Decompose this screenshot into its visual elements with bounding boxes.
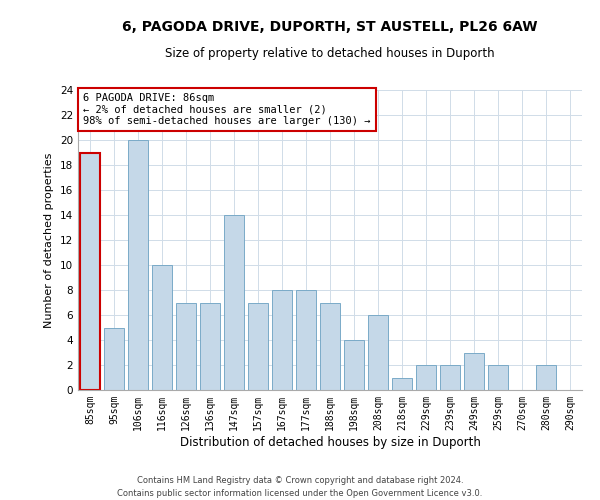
Bar <box>320 302 340 390</box>
Bar <box>224 215 244 390</box>
Y-axis label: Number of detached properties: Number of detached properties <box>44 152 55 328</box>
Bar <box>464 352 484 390</box>
Bar <box>128 140 148 390</box>
Bar <box>488 365 508 390</box>
Bar <box>248 302 268 390</box>
Bar <box>104 328 124 390</box>
Bar <box>200 302 220 390</box>
Text: Size of property relative to detached houses in Duporth: Size of property relative to detached ho… <box>165 48 495 60</box>
Bar <box>440 365 460 390</box>
X-axis label: Distribution of detached houses by size in Duporth: Distribution of detached houses by size … <box>179 436 481 448</box>
Bar <box>80 152 100 390</box>
Text: 6 PAGODA DRIVE: 86sqm
← 2% of detached houses are smaller (2)
98% of semi-detach: 6 PAGODA DRIVE: 86sqm ← 2% of detached h… <box>83 93 371 126</box>
Text: Contains HM Land Registry data © Crown copyright and database right 2024.
Contai: Contains HM Land Registry data © Crown c… <box>118 476 482 498</box>
Bar <box>152 265 172 390</box>
Bar <box>344 340 364 390</box>
Bar <box>176 302 196 390</box>
Bar <box>416 365 436 390</box>
Bar <box>272 290 292 390</box>
Bar <box>536 365 556 390</box>
Text: 6, PAGODA DRIVE, DUPORTH, ST AUSTELL, PL26 6AW: 6, PAGODA DRIVE, DUPORTH, ST AUSTELL, PL… <box>122 20 538 34</box>
Bar <box>296 290 316 390</box>
Bar <box>368 315 388 390</box>
Bar <box>392 378 412 390</box>
